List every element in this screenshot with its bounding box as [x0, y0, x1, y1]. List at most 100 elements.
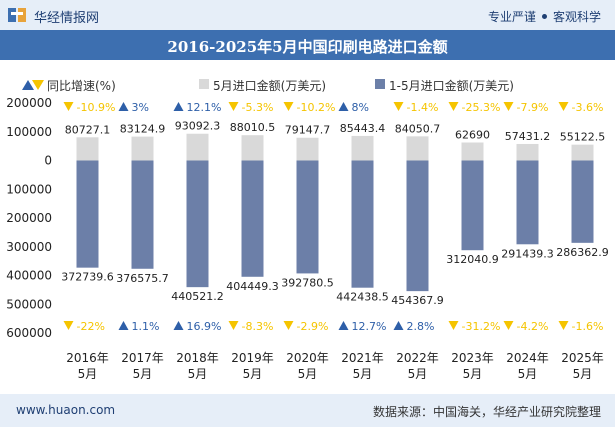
growth-value: 12.7%	[352, 320, 387, 333]
cumulative-value-label: 454367.9	[391, 294, 444, 307]
x-axis: 2016年 5月 2017年 5月 2018年 5月 2019年 5月 2020年 5月 2021年…	[66, 351, 604, 381]
cumulative-growth-label: 1.1%	[118, 320, 159, 333]
growth-value: -4.2%	[517, 320, 549, 333]
monthly-value-label: 83124.9	[120, 123, 166, 136]
down-arrow-icon	[448, 321, 459, 330]
dot-icon	[541, 14, 547, 19]
data-labels: 80727.1 372739.6 -10.9% -22% 83124.9 376575.7…	[61, 101, 609, 333]
x-tick-label-month: 5月	[518, 367, 538, 381]
x-tick-label: 2023年	[451, 351, 494, 365]
growth-value: -31.2%	[462, 320, 501, 333]
cumulative-bar	[131, 160, 154, 269]
cumulative-bar	[461, 160, 484, 251]
cumulative-value-label: 372739.6	[61, 271, 114, 284]
monthly-bar	[461, 142, 484, 161]
cumulative-bar	[186, 160, 209, 288]
monthly-growth-label: -1.4%	[393, 101, 438, 114]
title-bar: 2016-2025年5月中国印刷电路进口金额	[0, 30, 615, 60]
monthly-bar	[131, 136, 154, 161]
cumulative-value-label: 404449.3	[226, 280, 279, 293]
growth-value: 16.9%	[187, 320, 222, 333]
growth-value: -10.9%	[77, 101, 116, 114]
y-tick-label: 500000	[6, 297, 52, 311]
monthly-growth-label: -10.9%	[63, 101, 116, 114]
growth-value: -2.9%	[297, 320, 329, 333]
footer-url: www.huaon.com	[16, 403, 116, 417]
monthly-bar	[241, 135, 264, 161]
x-tick-label: 2022年	[396, 351, 439, 365]
down-arrow-icon	[228, 321, 239, 330]
up-arrow-icon	[338, 321, 349, 330]
x-tick-label-month: 5月	[408, 367, 428, 381]
monthly-value-label: 57431.2	[505, 130, 551, 143]
footer-source: 数据来源：中国海关，华经产业研究院整理	[372, 405, 601, 419]
legend-cumulative-swatch	[375, 79, 385, 89]
x-tick-label: 2019年	[231, 351, 274, 365]
legend: 同比增速(%) 5月进口金额(万美元) 1-5月进口金额(万美元)	[22, 78, 514, 93]
up-arrow-icon	[118, 321, 129, 330]
growth-value: -25.3%	[462, 101, 501, 114]
cumulative-bar	[296, 160, 319, 274]
cumulative-value-label: 440521.2	[171, 290, 224, 303]
x-tick-label-month: 5月	[573, 367, 593, 381]
monthly-bar	[76, 137, 99, 161]
x-tick-label: 2024年	[506, 351, 549, 365]
growth-value: 12.1%	[187, 101, 222, 114]
cumulative-bar	[351, 160, 374, 288]
down-arrow-icon	[503, 321, 514, 330]
legend-growth-label: 同比增速(%)	[47, 79, 116, 93]
y-tick-label: 100000	[6, 182, 52, 196]
growth-value: 2.8%	[407, 320, 435, 333]
x-tick-label-month: 5月	[353, 367, 373, 381]
down-arrow-icon	[283, 102, 294, 111]
y-axis: 200000 100000 0 100000 200000 300000 400000 500…	[6, 96, 52, 340]
cumulative-bar	[571, 160, 594, 243]
cumulative-value-label: 312040.9	[446, 253, 499, 266]
legend-cumulative-label: 1-5月进口金额(万美元)	[389, 78, 514, 93]
monthly-growth-label: -25.3%	[448, 101, 501, 114]
down-arrow-icon	[393, 102, 404, 111]
tagline-left: 专业严谨	[487, 10, 536, 24]
cumulative-growth-label: -8.3%	[228, 320, 274, 333]
down-arrow-icon	[448, 102, 459, 111]
footer-bar: www.huaon.com 数据来源：中国海关，华经产业研究院整理	[0, 394, 615, 427]
cumulative-growth-label: -31.2%	[448, 320, 501, 333]
x-tick-label: 2025年	[561, 351, 604, 365]
y-tick-label: 100000	[6, 125, 52, 139]
cumulative-growth-label: 16.9%	[173, 320, 222, 333]
monthly-value-label: 55122.5	[560, 131, 606, 144]
huajing-logo-icon	[8, 8, 26, 22]
down-arrow-icon	[228, 102, 239, 111]
monthly-bar	[186, 133, 209, 161]
growth-value: 3%	[132, 101, 149, 114]
monthly-bar	[516, 143, 539, 161]
monthly-growth-label: -7.9%	[503, 101, 549, 114]
monthly-bar	[351, 135, 374, 161]
tagline: 专业严谨 客观科学	[488, 8, 601, 25]
brand-name: 华经情报网	[34, 11, 100, 26]
monthly-value-label: 88010.5	[230, 121, 276, 134]
y-tick-label: 300000	[6, 240, 52, 254]
x-tick-label: 2018年	[176, 351, 219, 365]
growth-value: -5.3%	[242, 101, 274, 114]
bars	[76, 133, 594, 292]
monthly-growth-label: 8%	[338, 101, 369, 114]
x-tick-label-month: 5月	[463, 367, 483, 381]
up-arrow-icon	[173, 102, 184, 111]
monthly-value-label: 80727.1	[65, 123, 111, 136]
cumulative-bar	[241, 160, 264, 277]
up-arrow-icon	[173, 321, 184, 330]
header-bar: 华经情报网 专业严谨 客观科学	[0, 0, 615, 30]
monthly-value-label: 62690	[455, 128, 490, 141]
monthly-bar	[571, 144, 594, 161]
chart: 同比增速(%) 5月进口金额(万美元) 1-5月进口金额(万美元) 200000…	[6, 78, 609, 381]
growth-value: -7.9%	[517, 101, 549, 114]
x-tick-label-month: 5月	[243, 367, 263, 381]
cumulative-growth-label: -1.6%	[558, 320, 603, 333]
x-tick-label: 2021年	[341, 351, 384, 365]
legend-down-arrow-icon	[32, 80, 44, 90]
x-tick-label-month: 5月	[78, 367, 98, 381]
growth-value: -8.3%	[242, 320, 274, 333]
cumulative-bar	[76, 160, 99, 268]
up-arrow-icon	[393, 321, 404, 330]
